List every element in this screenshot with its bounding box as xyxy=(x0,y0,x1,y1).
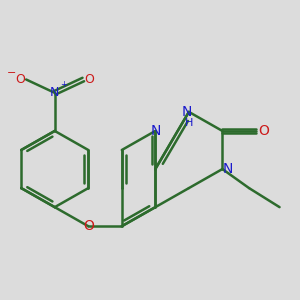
Text: O: O xyxy=(83,219,94,233)
Text: N: N xyxy=(223,162,233,176)
Text: N: N xyxy=(50,86,59,99)
Text: +: + xyxy=(60,80,67,89)
Text: O: O xyxy=(84,73,94,86)
Text: N: N xyxy=(182,105,192,119)
Text: H: H xyxy=(185,118,193,128)
Text: O: O xyxy=(258,124,269,138)
Text: −: − xyxy=(7,68,16,78)
Text: O: O xyxy=(16,73,26,86)
Text: N: N xyxy=(150,124,160,138)
